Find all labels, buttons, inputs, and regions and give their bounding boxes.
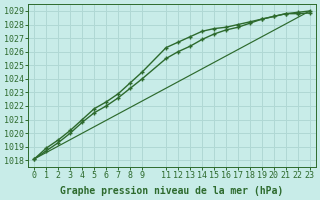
X-axis label: Graphe pression niveau de la mer (hPa): Graphe pression niveau de la mer (hPa) bbox=[60, 186, 284, 196]
